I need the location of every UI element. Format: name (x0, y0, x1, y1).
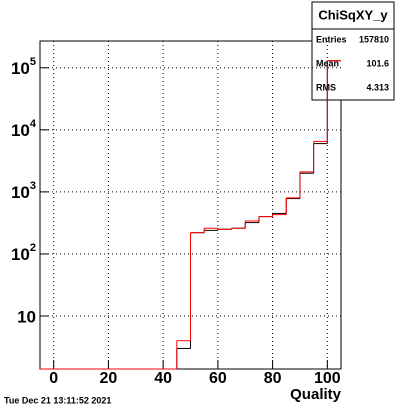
y-tick-exponent: 5 (30, 56, 36, 68)
date-stamp: Tue Dec 21 13:11:52 2021 (4, 395, 111, 405)
x-tick-label: 80 (264, 370, 282, 387)
stats-label: Mean (316, 58, 339, 68)
y-tick-base: 10 (11, 245, 30, 264)
y-tick-label: 104 (11, 118, 37, 141)
stats-label: RMS (316, 82, 336, 92)
y-tick-exponent: 2 (30, 242, 36, 254)
stats-box (311, 1, 395, 101)
y-tick-exponent: 4 (30, 118, 37, 130)
y-tick-label: 10 (17, 307, 36, 326)
stats-value: 4.313 (366, 82, 389, 92)
y-tick-base: 10 (11, 183, 30, 202)
stats-label: Entries (316, 34, 347, 44)
y-tick-label: 103 (11, 180, 36, 203)
x-axis-label: Quality (290, 386, 342, 403)
stats-value: 101.6 (366, 58, 389, 68)
x-tick-label: 0 (49, 370, 58, 387)
stats-title: ChiSqXY_y (318, 7, 388, 22)
y-tick-base: 10 (11, 121, 30, 140)
y-tick-label: 105 (11, 56, 36, 79)
x-tick-label: 20 (100, 370, 118, 387)
y-tick-exponent: 3 (30, 180, 36, 192)
x-tick-label: 40 (154, 370, 172, 387)
stats-value: 157810 (359, 34, 389, 44)
y-tick-label: 102 (11, 242, 36, 265)
x-tick-label: 60 (209, 370, 227, 387)
x-tick-label: 100 (314, 370, 341, 387)
y-tick-base: 10 (11, 59, 30, 78)
